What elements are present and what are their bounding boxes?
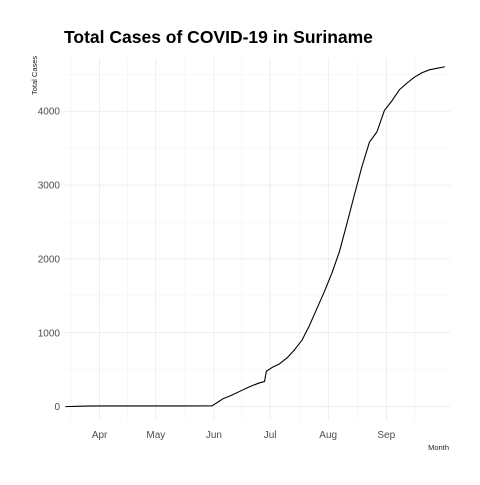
x-tick-label: Apr [92, 430, 108, 441]
y-tick-label: 2000 [38, 254, 61, 265]
y-tick-label: 4000 [38, 107, 61, 118]
series-line-total-cases [65, 66, 445, 408]
x-tick-label: Jun [206, 430, 222, 441]
y-tick-label: 0 [54, 402, 60, 413]
chart-title: Total Cases of COVID-19 in Suriname [64, 27, 373, 47]
y-axis-title: Total Cases [30, 56, 39, 95]
x-tick-label: May [146, 430, 165, 441]
x-axis-title: Month [428, 443, 449, 452]
grid-lines [64, 58, 450, 420]
x-axis-tick-labels: Apr May Jun Jul Aug Sep [92, 430, 396, 441]
x-tick-label: Sep [377, 430, 395, 441]
y-tick-label: 1000 [38, 328, 61, 339]
x-tick-label: Jul [264, 430, 277, 441]
x-tick-label: Aug [319, 430, 337, 441]
y-tick-label: 3000 [38, 181, 61, 192]
y-axis-tick-labels: 0 1000 2000 3000 4000 [38, 107, 61, 414]
